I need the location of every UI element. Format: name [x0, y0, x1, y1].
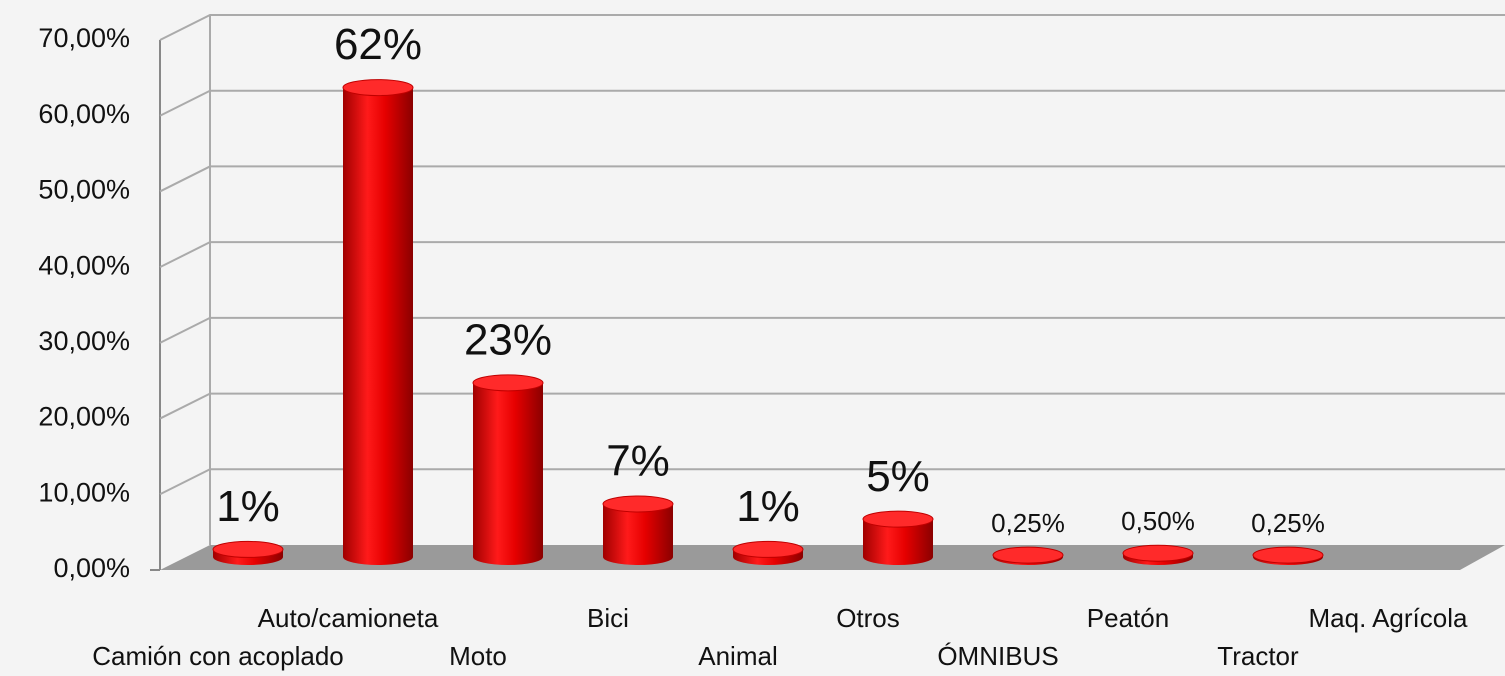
- bar-top: [1122, 544, 1194, 562]
- y-tick-label: 20,00%: [38, 402, 130, 432]
- bar-top: [602, 495, 674, 513]
- bar-top: [1252, 546, 1324, 564]
- y-tick-label: 60,00%: [38, 99, 130, 129]
- value-label: 7%: [606, 437, 670, 486]
- bar: [1123, 553, 1193, 565]
- x-tick-label: Maq. Agrícola: [1309, 603, 1469, 633]
- bar: [863, 519, 933, 565]
- x-tick-label: Bici: [587, 603, 629, 633]
- value-label: 5%: [866, 452, 930, 501]
- y-tick-label: 40,00%: [38, 250, 130, 280]
- value-label: 0,25%: [1251, 508, 1325, 538]
- grid-line: [159, 14, 1505, 41]
- value-label: 1%: [736, 482, 800, 531]
- x-tick-label: Otros: [836, 603, 900, 633]
- y-tick-label: 0,00%: [53, 553, 130, 583]
- bar-top: [862, 510, 934, 528]
- bar: [603, 504, 673, 565]
- y-tick-label: 10,00%: [38, 477, 130, 507]
- y-tick-label: 30,00%: [38, 326, 130, 356]
- grid-line: [159, 241, 1505, 269]
- grid-line: [159, 165, 1505, 193]
- grid-line: [159, 316, 1505, 344]
- y-tick-label: 70,00%: [38, 23, 130, 53]
- bar-top: [212, 540, 284, 558]
- bar-top: [732, 540, 804, 558]
- x-tick-label: Animal: [698, 641, 777, 671]
- grid-line: [159, 468, 1505, 496]
- bar: [343, 87, 413, 566]
- bar: [473, 382, 543, 565]
- x-tick-label: Tractor: [1217, 641, 1299, 671]
- bar-top: [992, 546, 1064, 564]
- value-label: 0,25%: [991, 508, 1065, 538]
- grid-line: [159, 392, 1505, 420]
- x-tick-label: Auto/camioneta: [258, 603, 439, 633]
- value-label: 0,50%: [1121, 506, 1195, 536]
- value-label: 62%: [334, 20, 422, 69]
- y-tick-label: 50,00%: [38, 175, 130, 205]
- value-label: 23%: [464, 315, 552, 364]
- x-tick-label: ÓMNIBUS: [937, 641, 1058, 671]
- x-tick-label: Camión con acoplado: [92, 641, 344, 671]
- bar: [733, 549, 803, 565]
- x-tick-label: Moto: [449, 641, 507, 671]
- bar: [213, 549, 283, 565]
- bar-top: [472, 374, 544, 392]
- value-label: 1%: [216, 482, 280, 531]
- bar-top: [342, 79, 414, 97]
- grid-line: [159, 89, 1505, 117]
- x-tick-label: Peatón: [1087, 603, 1169, 633]
